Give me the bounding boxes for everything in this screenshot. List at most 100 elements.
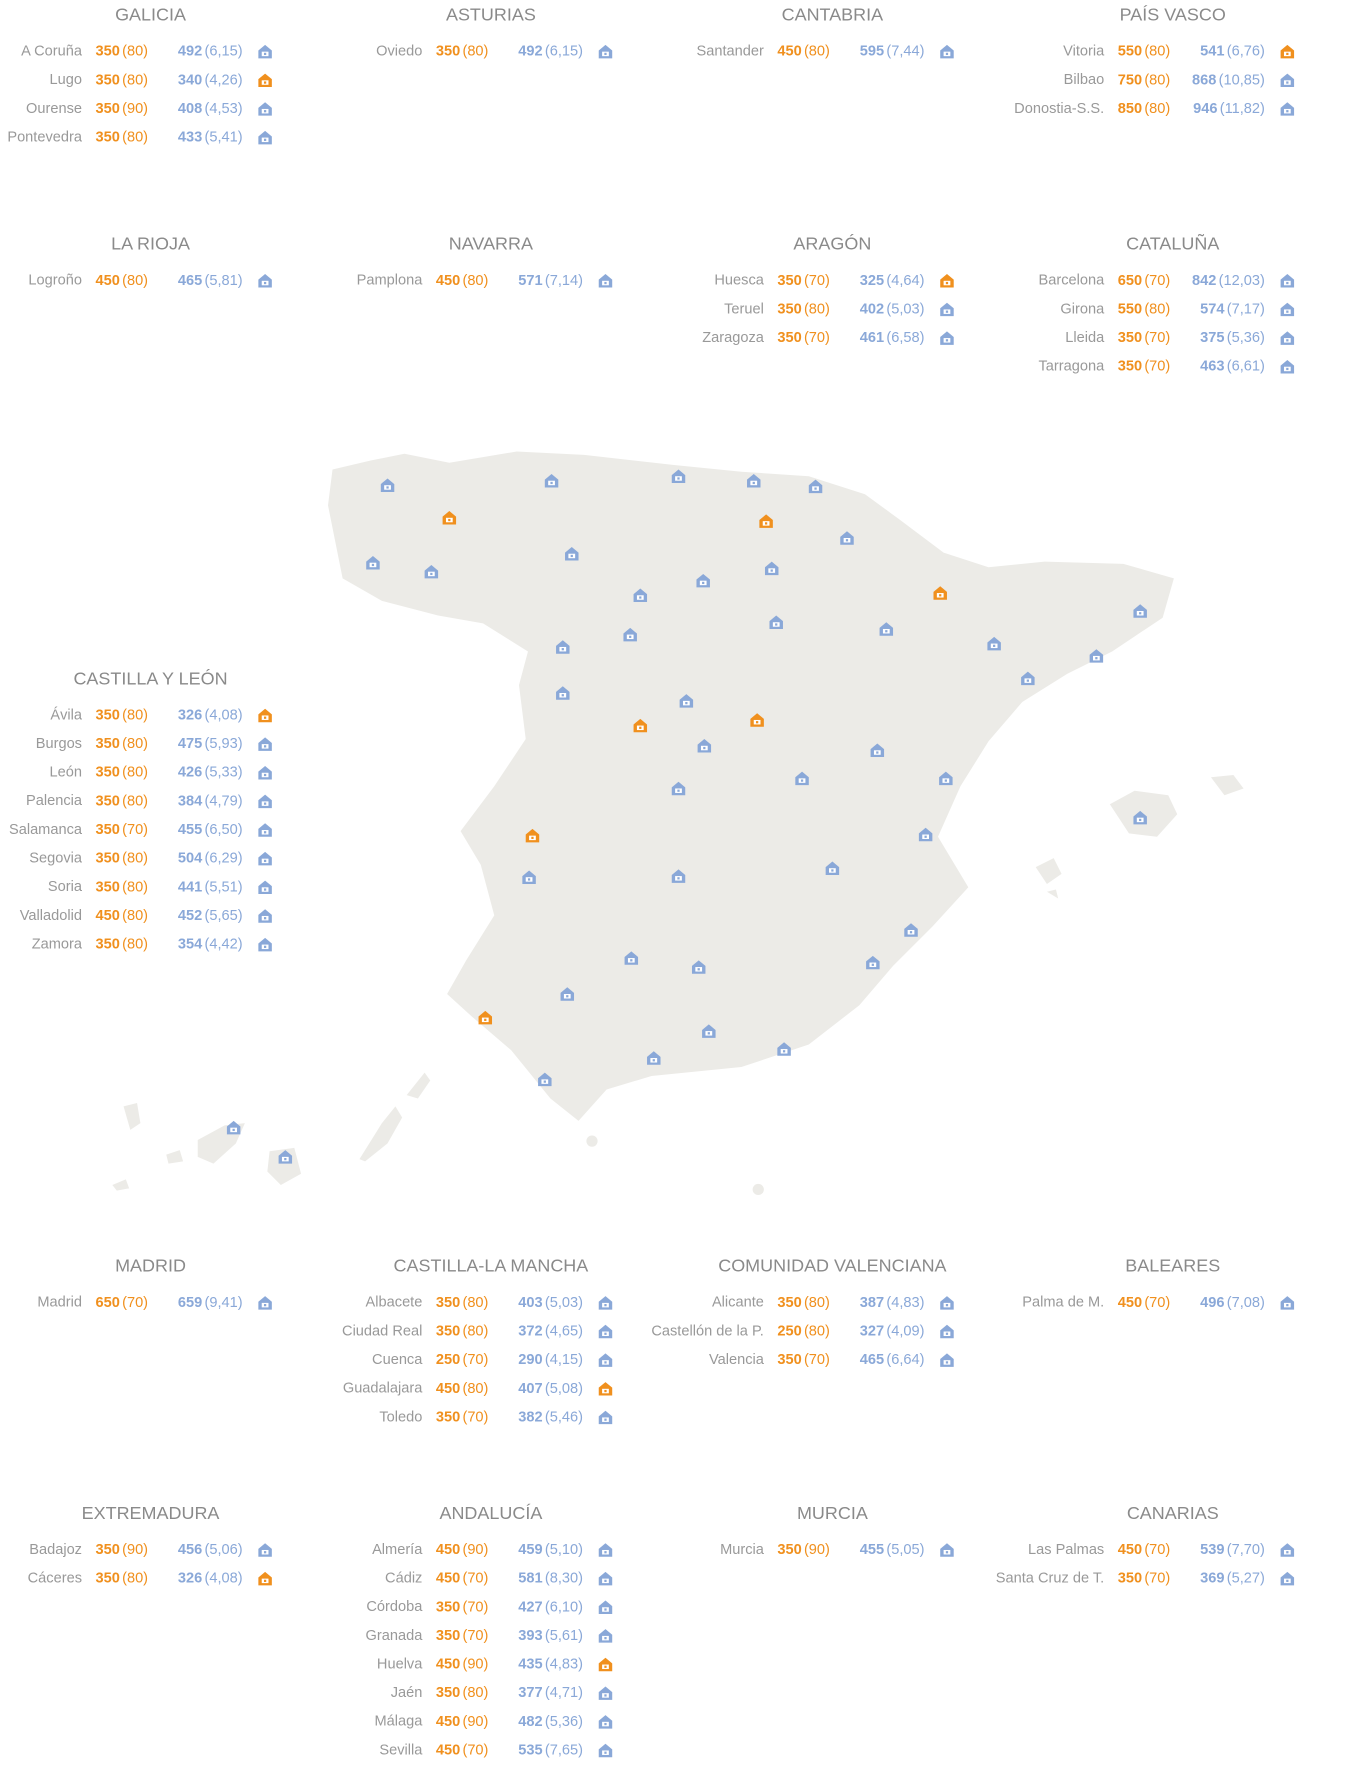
- price-sub: (70): [1144, 1570, 1170, 1586]
- price-sub: (80): [122, 908, 148, 924]
- price-sub: (90): [462, 1542, 488, 1558]
- average: 455 (6,50): [178, 822, 243, 838]
- house-icon: [598, 1629, 613, 1643]
- average-value: 504: [178, 851, 203, 867]
- average-value: 459: [518, 1542, 542, 1558]
- city-row: Albacete 350 (80) 403 (5,03): [366, 1295, 613, 1311]
- average-ratio: (4,42): [205, 936, 243, 952]
- price: 350 (80): [436, 1685, 489, 1701]
- price-value: 250: [777, 1323, 801, 1339]
- city-name: Sevilla: [379, 1742, 423, 1758]
- average: 377 (4,71): [518, 1685, 583, 1701]
- price-sub: (80): [122, 736, 148, 752]
- city-name: Pontevedra: [7, 129, 83, 145]
- average-value: 427: [518, 1599, 542, 1615]
- el-hierro: [112, 1179, 130, 1191]
- average-value: 455: [178, 822, 202, 838]
- price: 350 (70): [1118, 1570, 1171, 1586]
- price-value: 350: [777, 301, 801, 317]
- average-ratio: (5,61): [545, 1628, 583, 1644]
- region-title: BALEARES: [1125, 1256, 1220, 1276]
- city-row: A Coruña 350 (80) 492 (6,15): [21, 44, 272, 60]
- average-ratio: (5,27): [1227, 1570, 1265, 1586]
- house-icon: [1280, 102, 1295, 116]
- price: 350 (80): [95, 736, 148, 752]
- price-value: 450: [95, 908, 119, 924]
- average-ratio: (4,53): [205, 101, 243, 117]
- average-ratio: (5,03): [886, 301, 924, 317]
- city-name: Castellón de la P.: [651, 1323, 764, 1339]
- city-row: Teruel 350 (80) 402 (5,03): [724, 301, 954, 317]
- price-sub: (80): [804, 44, 830, 60]
- price-value: 350: [95, 707, 119, 723]
- house-icon: [258, 102, 272, 116]
- price-sub: (80): [804, 1323, 830, 1339]
- average-value: 571: [518, 273, 542, 289]
- price-sub: (80): [1144, 101, 1170, 117]
- city-name: Logroño: [28, 273, 82, 289]
- house-icon: [1280, 1296, 1295, 1310]
- average-ratio: (4,83): [886, 1295, 924, 1311]
- average-value: 541: [1200, 44, 1224, 60]
- house-icon: [258, 1543, 272, 1557]
- city-name: Soria: [48, 879, 83, 895]
- city-name: Málaga: [374, 1714, 423, 1730]
- average-value: 326: [178, 1570, 202, 1586]
- city-row: Lleida 350 (70) 375 (5,36): [1065, 330, 1295, 346]
- price: 550 (80): [1118, 301, 1171, 317]
- average: 325 (4,64): [860, 273, 925, 289]
- average: 375 (5,36): [1200, 330, 1265, 346]
- city-row: Almería 450 (90) 459 (5,10): [372, 1542, 613, 1558]
- average-value: 482: [518, 1714, 542, 1730]
- region-title: ANDALUCÍA: [439, 1503, 542, 1523]
- house-icon: [940, 331, 954, 345]
- region: LA RIOJA Logroño 450 (80) 465 (5,81): [28, 234, 272, 289]
- average: 541 (6,76): [1200, 44, 1265, 60]
- city-row: Toledo 350 (70) 382 (5,46): [379, 1409, 613, 1425]
- city-row: Ciudad Real 350 (80) 372 (4,65): [342, 1323, 613, 1339]
- average: 595 (7,44): [860, 44, 925, 60]
- average-ratio: (5,05): [886, 1542, 924, 1558]
- city-row: Tarragona 350 (70) 463 (6,61): [1039, 359, 1295, 375]
- price: 350 (80): [95, 793, 148, 809]
- city-row: Lugo 350 (80) 340 (4,26): [50, 72, 272, 88]
- city-row: Granada 350 (70) 393 (5,61): [366, 1628, 613, 1644]
- house-icon: [1280, 1571, 1295, 1586]
- price-sub: (80): [122, 44, 148, 60]
- region-title: PAÍS VASCO: [1120, 4, 1226, 24]
- price: 350 (80): [95, 851, 148, 867]
- price-sub: (70): [462, 1409, 488, 1425]
- average-value: 463: [1200, 359, 1224, 375]
- city-name: Girona: [1060, 301, 1105, 317]
- average: 492 (6,15): [518, 44, 583, 60]
- average: 408 (4,53): [178, 101, 243, 117]
- average: 327 (4,09): [860, 1323, 925, 1339]
- city-name: Huesca: [714, 273, 764, 289]
- price-sub: (80): [1144, 301, 1170, 317]
- city-row: Jaén 350 (80) 377 (4,71): [391, 1685, 613, 1701]
- house-icon: [258, 1571, 272, 1586]
- average: 402 (5,03): [860, 301, 925, 317]
- region-title: LA RIOJA: [111, 234, 190, 254]
- region: ASTURIAS Oviedo 350 (80) 492 (6,15): [376, 4, 613, 60]
- price-sub: (70): [1144, 1542, 1170, 1558]
- price-sub: (70): [1144, 359, 1170, 375]
- city-name: Granada: [366, 1628, 424, 1644]
- house-icon: [1280, 331, 1295, 345]
- average-ratio: (4,15): [545, 1352, 583, 1368]
- price-value: 350: [777, 273, 801, 289]
- average-value: 581: [518, 1570, 542, 1586]
- city-name: Valencia: [709, 1352, 765, 1368]
- average-value: 325: [860, 273, 884, 289]
- price-value: 250: [436, 1352, 460, 1368]
- price-value: 350: [777, 1295, 801, 1311]
- price: 450 (80): [95, 908, 148, 924]
- region: CANARIAS Las Palmas 450 (70) 539 (7,70) Santa …: [996, 1503, 1295, 1586]
- city-name: Guadalajara: [343, 1381, 423, 1397]
- average-value: 408: [178, 101, 202, 117]
- average-value: 492: [518, 44, 542, 60]
- average: 842 (12,03): [1192, 273, 1265, 289]
- house-icon: [940, 1324, 954, 1339]
